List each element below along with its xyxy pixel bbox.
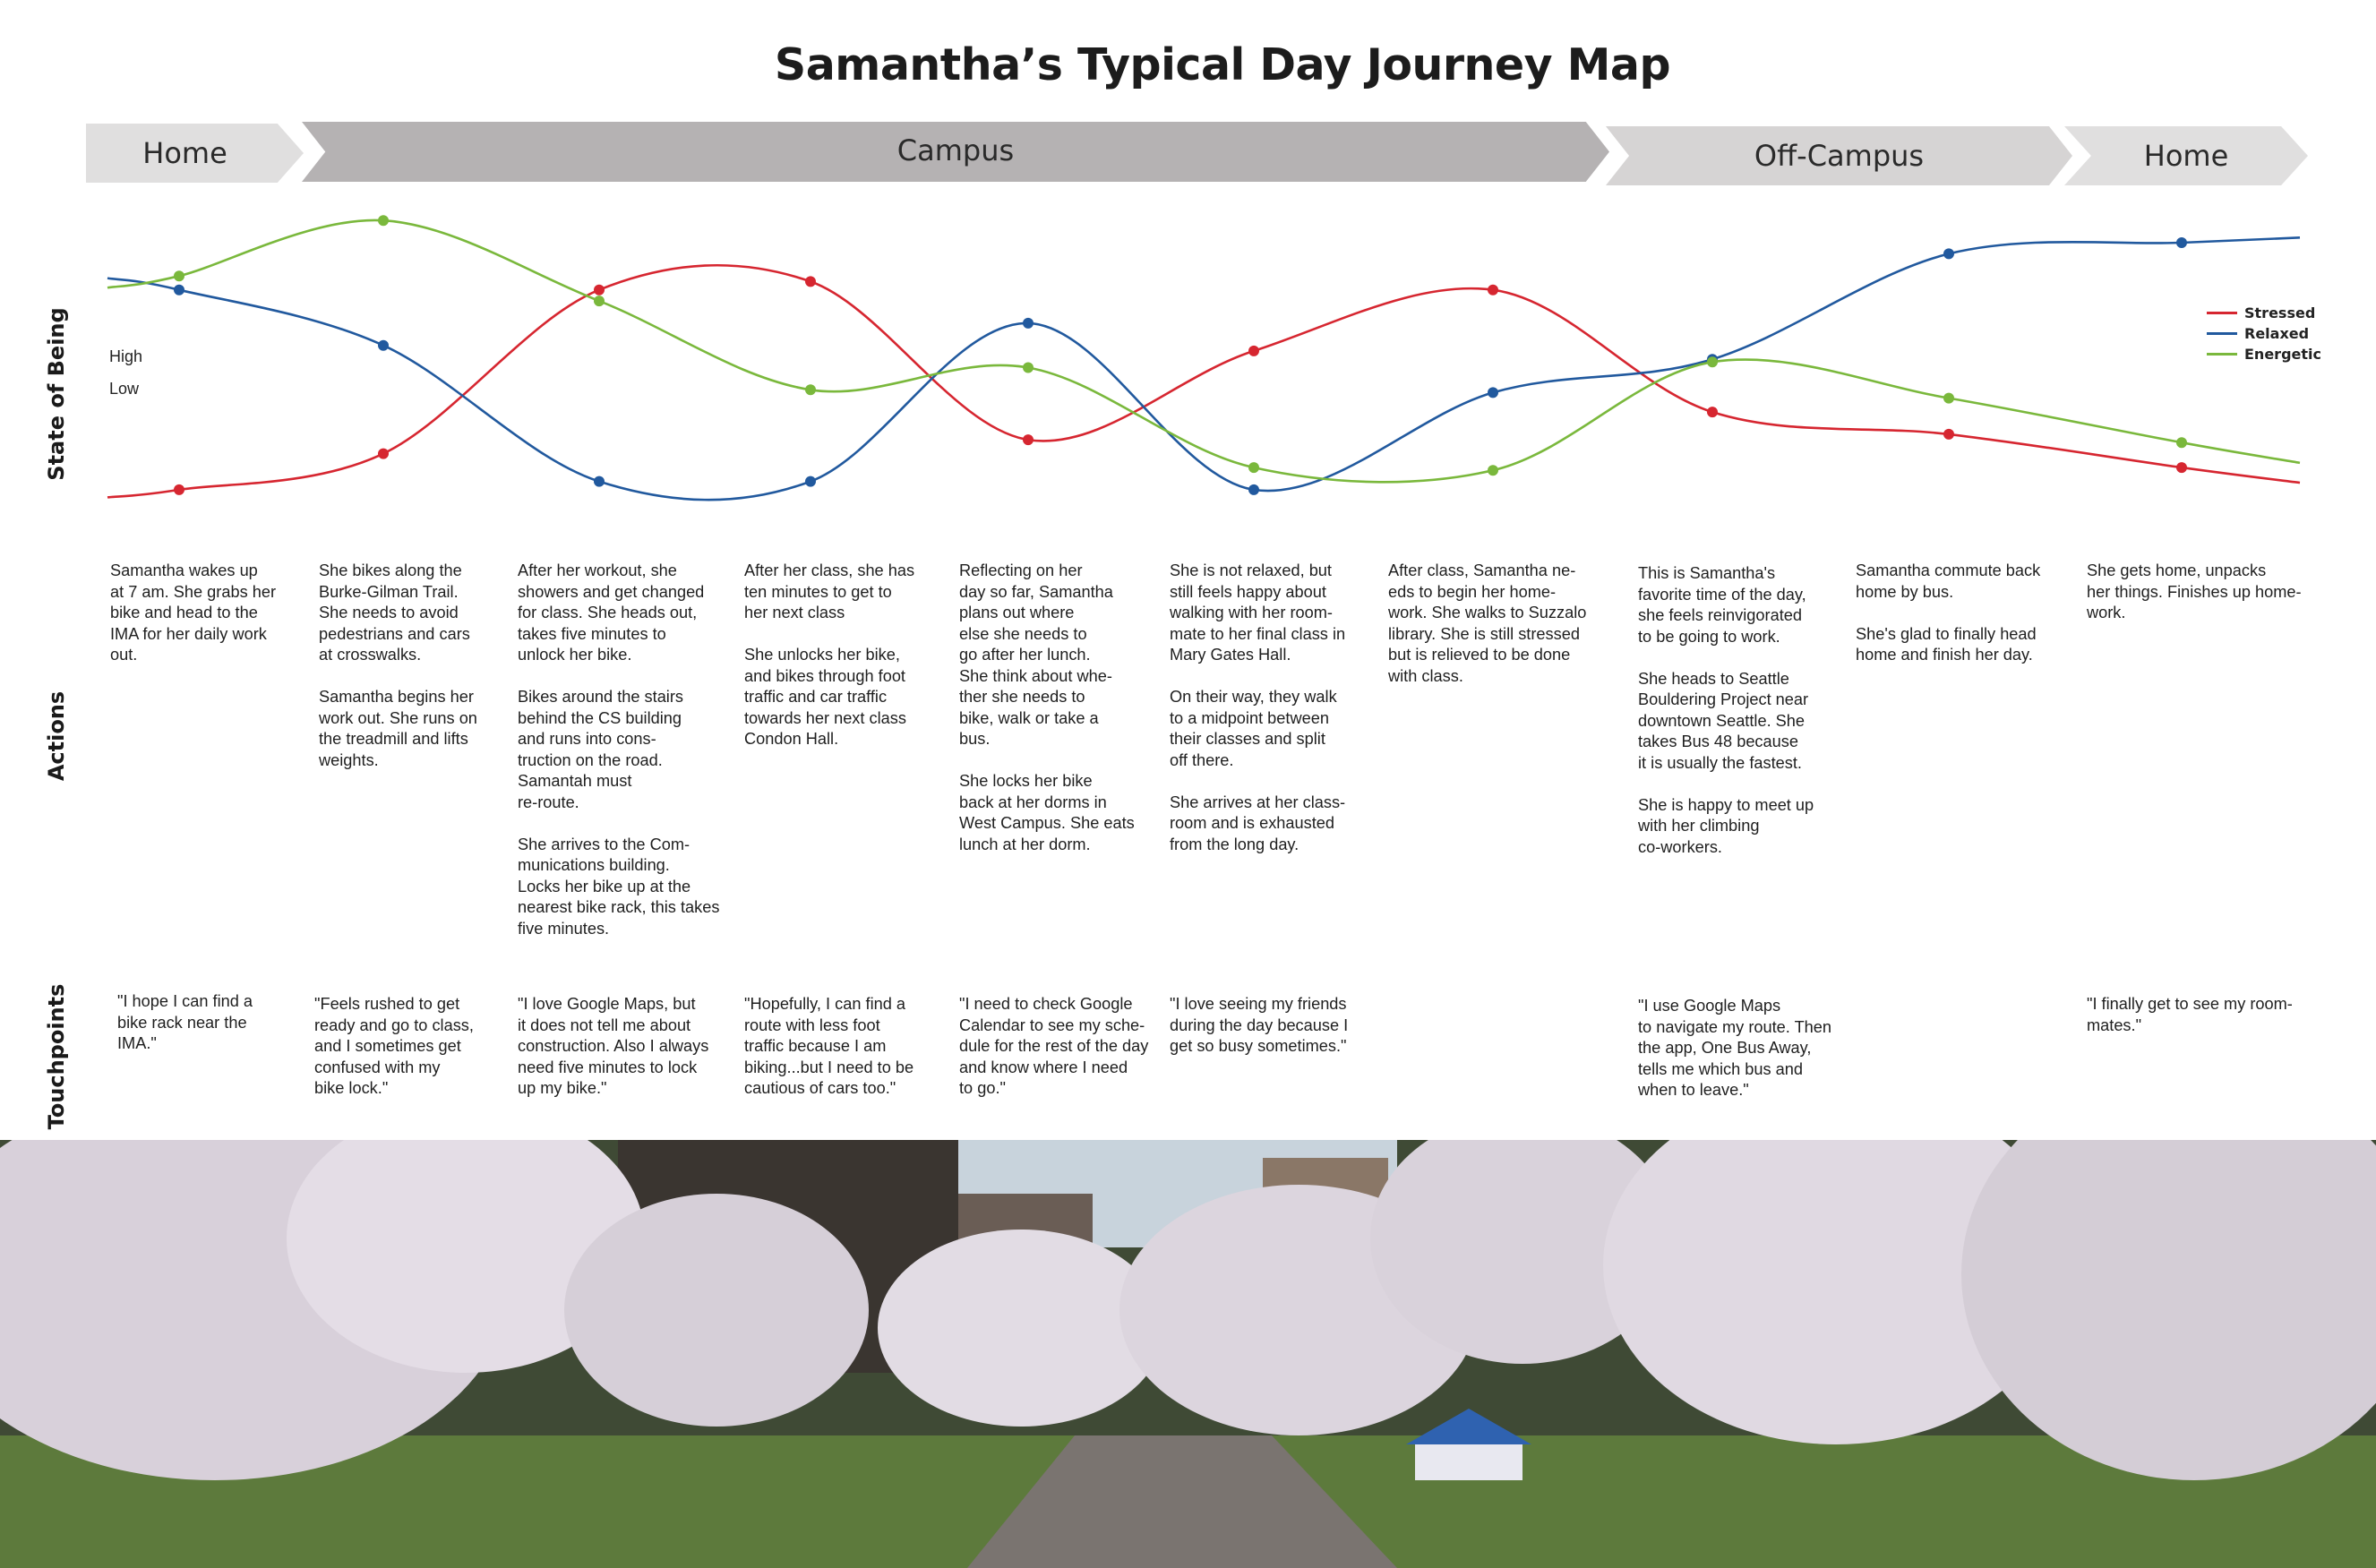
series-line-relaxed — [107, 236, 2301, 501]
touchpoint-quote-8: "I finally get to see my room- mates." — [2087, 995, 2293, 1034]
action-text: She bikes along the Burke-Gilman Trail. … — [319, 561, 470, 664]
phase-label: Home — [2143, 139, 2229, 173]
data-point-energetic — [1707, 356, 1718, 368]
phase-off-campus: Off-Campus — [1606, 126, 2072, 185]
actions-column-2: She bikes along the Burke-Gilman Trail. … — [319, 561, 534, 771]
data-point-energetic — [1488, 465, 1498, 476]
data-point-relaxed — [1488, 387, 1498, 398]
actions-column-1: Samantha wakes up at 7 am. She grabs her… — [110, 561, 325, 666]
photo-illustration — [0, 1140, 2376, 1568]
actions-column-4: After her class, she has ten minutes to … — [744, 561, 959, 750]
data-point-energetic — [1023, 362, 1034, 373]
touchpoint-quote-1: "I hope I can find a bike rack near the … — [117, 992, 253, 1052]
data-point-stressed — [174, 484, 184, 495]
data-point-stressed — [805, 276, 816, 287]
action-text: This is Samantha's favorite time of the … — [1638, 564, 1806, 646]
actions-column-8: This is Samantha's favorite time of the … — [1638, 563, 1853, 858]
chart-legend: Stressed Relaxed Energetic — [2207, 303, 2321, 364]
actions-column-6: She is not relaxed, but still feels happ… — [1170, 561, 1385, 855]
action-text: She is not relaxed, but still feels happ… — [1170, 561, 1346, 664]
row-label-touchpoints: Touchpoints — [44, 983, 69, 1130]
state-of-being-chart — [107, 215, 2301, 501]
action-text: She unlocks her bike, and bikes through … — [744, 646, 906, 748]
action-text: She locks her bike back at her dorms in … — [959, 772, 1135, 853]
legend-item-relaxed: Relaxed — [2207, 323, 2321, 344]
actions-column-9: Samantha commute back home by bus. She's… — [1856, 561, 2071, 666]
touchpoint-quote-4: "Hopefully, I can find a route with less… — [744, 995, 914, 1097]
legend-label: Relaxed — [2244, 325, 2310, 342]
series-line-energetic — [107, 218, 2301, 484]
actions-column-7: After class, Samantha ne- eds to begin h… — [1388, 561, 1603, 687]
action-text: She's glad to finally head home and fini… — [1856, 624, 2037, 664]
action-text: She arrives to the Com- munications buil… — [518, 835, 720, 938]
phase-label: Home — [142, 136, 227, 170]
actions-column-5: Reflecting on her day so far, Samantha p… — [959, 561, 1174, 855]
action-text: Reflecting on her day so far, Samantha p… — [959, 561, 1113, 748]
campus-cherry-blossom-photo — [0, 1140, 2376, 1568]
data-point-stressed — [1943, 428, 1954, 440]
data-point-energetic — [2176, 437, 2187, 449]
actions-column-10: She gets home, unpacks her things. Finis… — [2087, 561, 2329, 624]
data-point-relaxed — [174, 284, 184, 296]
action-text: Bikes around the stairs behind the CS bu… — [518, 688, 684, 811]
data-point-stressed — [1248, 345, 1259, 356]
data-point-stressed — [1023, 434, 1034, 446]
legend-swatch — [2207, 332, 2237, 335]
touchpoint-quote-2: "Feels rushed to get ready and go to cla… — [314, 995, 474, 1097]
data-point-energetic — [1943, 392, 1954, 404]
touchpoint-quote-5: "I need to check Google Calendar to see … — [959, 995, 1149, 1097]
level-high-label: High — [109, 347, 143, 365]
data-point-relaxed — [1023, 317, 1034, 329]
action-text: She heads to Seattle Bouldering Project … — [1638, 669, 1809, 772]
data-point-relaxed — [1943, 248, 1954, 260]
action-text: On their way, they walk to a midpoint be… — [1170, 688, 1337, 769]
action-text: She gets home, unpacks her things. Finis… — [2087, 561, 2302, 621]
actions-column-3: After her workout, she showers and get c… — [518, 561, 742, 939]
page-title: Samantha’s Typical Day Journey Map — [774, 39, 1671, 90]
data-point-stressed — [1488, 284, 1498, 296]
touchpoint-quote-6: "I love seeing my friends during the day… — [1170, 995, 1349, 1055]
phase-home-evening: Home — [2064, 126, 2308, 185]
row-label-actions: Actions — [44, 690, 69, 782]
action-text: After her class, she has ten minutes to … — [744, 561, 915, 621]
action-text: After class, Samantha ne- eds to begin h… — [1388, 561, 1587, 685]
data-point-relaxed — [594, 476, 605, 487]
action-text: She is happy to meet up with her climbin… — [1638, 795, 1814, 856]
touchpoint-quote-3: "I love Google Maps, but it does not tel… — [518, 995, 709, 1097]
data-point-energetic — [378, 215, 389, 227]
data-point-relaxed — [2176, 237, 2187, 248]
data-point-relaxed — [1248, 484, 1259, 495]
action-text: After her workout, she showers and get c… — [518, 561, 705, 664]
phase-label: Off-Campus — [1754, 139, 1925, 173]
data-point-energetic — [174, 270, 184, 282]
level-low-label: Low — [109, 380, 140, 398]
data-point-stressed — [1707, 407, 1718, 418]
action-text: Samantha commute back home by bus. — [1856, 561, 2041, 601]
data-point-stressed — [378, 448, 389, 459]
action-text: Samantha begins her work out. She runs o… — [319, 688, 477, 769]
data-point-relaxed — [378, 339, 389, 351]
phase-campus: Campus — [302, 122, 1609, 182]
phase-label: Campus — [896, 133, 1015, 167]
phase-home-morning: Home — [86, 124, 304, 183]
legend-label: Stressed — [2244, 304, 2316, 321]
legend-label: Energetic — [2244, 346, 2321, 363]
data-point-energetic — [1248, 462, 1259, 474]
legend-item-stressed: Stressed — [2207, 303, 2321, 323]
data-point-stressed — [2176, 462, 2187, 474]
legend-swatch — [2207, 353, 2237, 356]
data-point-stressed — [594, 284, 605, 296]
action-text: Samantha wakes up at 7 am. She grabs her… — [110, 561, 277, 664]
touchpoint-quote-7: "I use Google Maps to navigate my route.… — [1638, 997, 1832, 1099]
data-point-energetic — [805, 384, 816, 396]
legend-swatch — [2207, 312, 2237, 314]
data-point-energetic — [594, 296, 605, 307]
series-line-stressed — [107, 263, 2301, 499]
legend-item-energetic: Energetic — [2207, 344, 2321, 364]
data-point-relaxed — [805, 476, 816, 487]
action-text: She arrives at her class- room and is ex… — [1170, 793, 1346, 853]
